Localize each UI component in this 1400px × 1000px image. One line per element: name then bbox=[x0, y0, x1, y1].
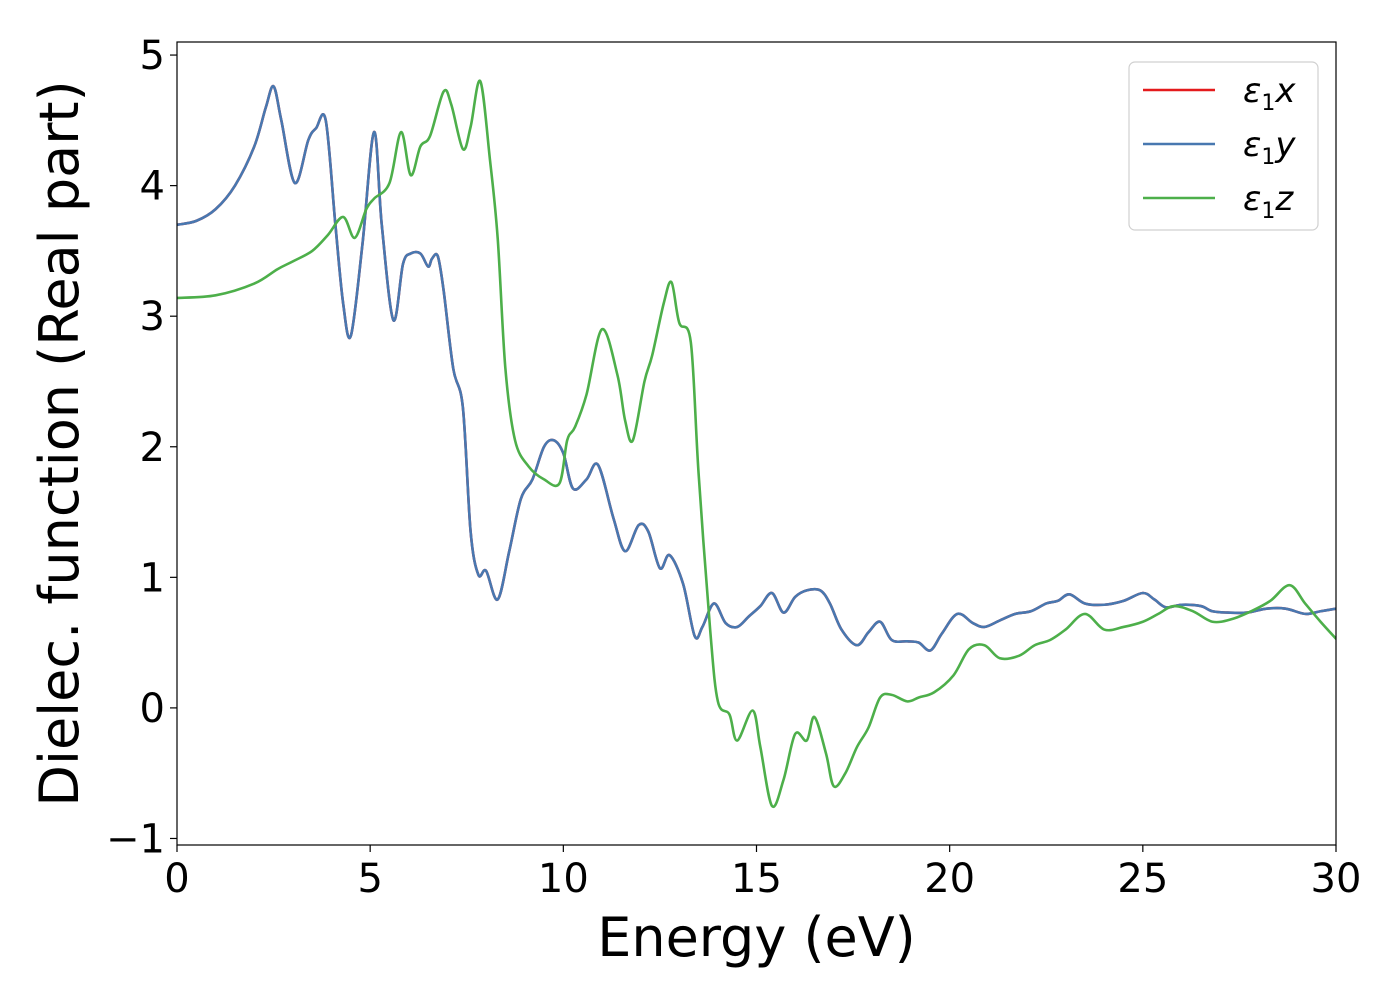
x-axis: 0 5 10 15 20 25 30 bbox=[164, 845, 1361, 902]
x-tick-label: 30 bbox=[1311, 856, 1362, 902]
x-tick-label: 10 bbox=[538, 856, 589, 902]
legend-label-y: ε1y bbox=[1243, 125, 1296, 170]
x-tick-label: 15 bbox=[731, 856, 782, 902]
legend-label-z: ε1z bbox=[1243, 179, 1294, 224]
series-layer bbox=[177, 79, 1336, 809]
y-tick-label: 5 bbox=[140, 33, 165, 79]
y-tick-label: 2 bbox=[140, 425, 165, 471]
y-tick-label: −1 bbox=[106, 816, 165, 862]
series-line-z bbox=[177, 79, 1336, 809]
legend: ε1x ε1y ε1z bbox=[1128, 61, 1319, 231]
y-axis: −1 0 1 2 3 4 5 bbox=[106, 33, 177, 862]
series-line-y bbox=[177, 84, 1336, 652]
x-axis-label: Energy (eV) bbox=[597, 906, 916, 969]
x-tick-label: 25 bbox=[1117, 856, 1168, 902]
y-tick-label: 4 bbox=[140, 164, 165, 210]
x-tick-label: 5 bbox=[357, 856, 382, 902]
y-axis-label: Dielec. function (Real part) bbox=[28, 80, 91, 806]
y-tick-label: 0 bbox=[140, 686, 165, 732]
y-tick-label: 1 bbox=[140, 555, 165, 601]
y-tick-label: 3 bbox=[140, 294, 165, 340]
legend-label-x: ε1x bbox=[1243, 71, 1296, 116]
x-tick-label: 20 bbox=[924, 856, 975, 902]
x-tick-label: 0 bbox=[164, 856, 189, 902]
legend-box bbox=[1128, 61, 1319, 231]
